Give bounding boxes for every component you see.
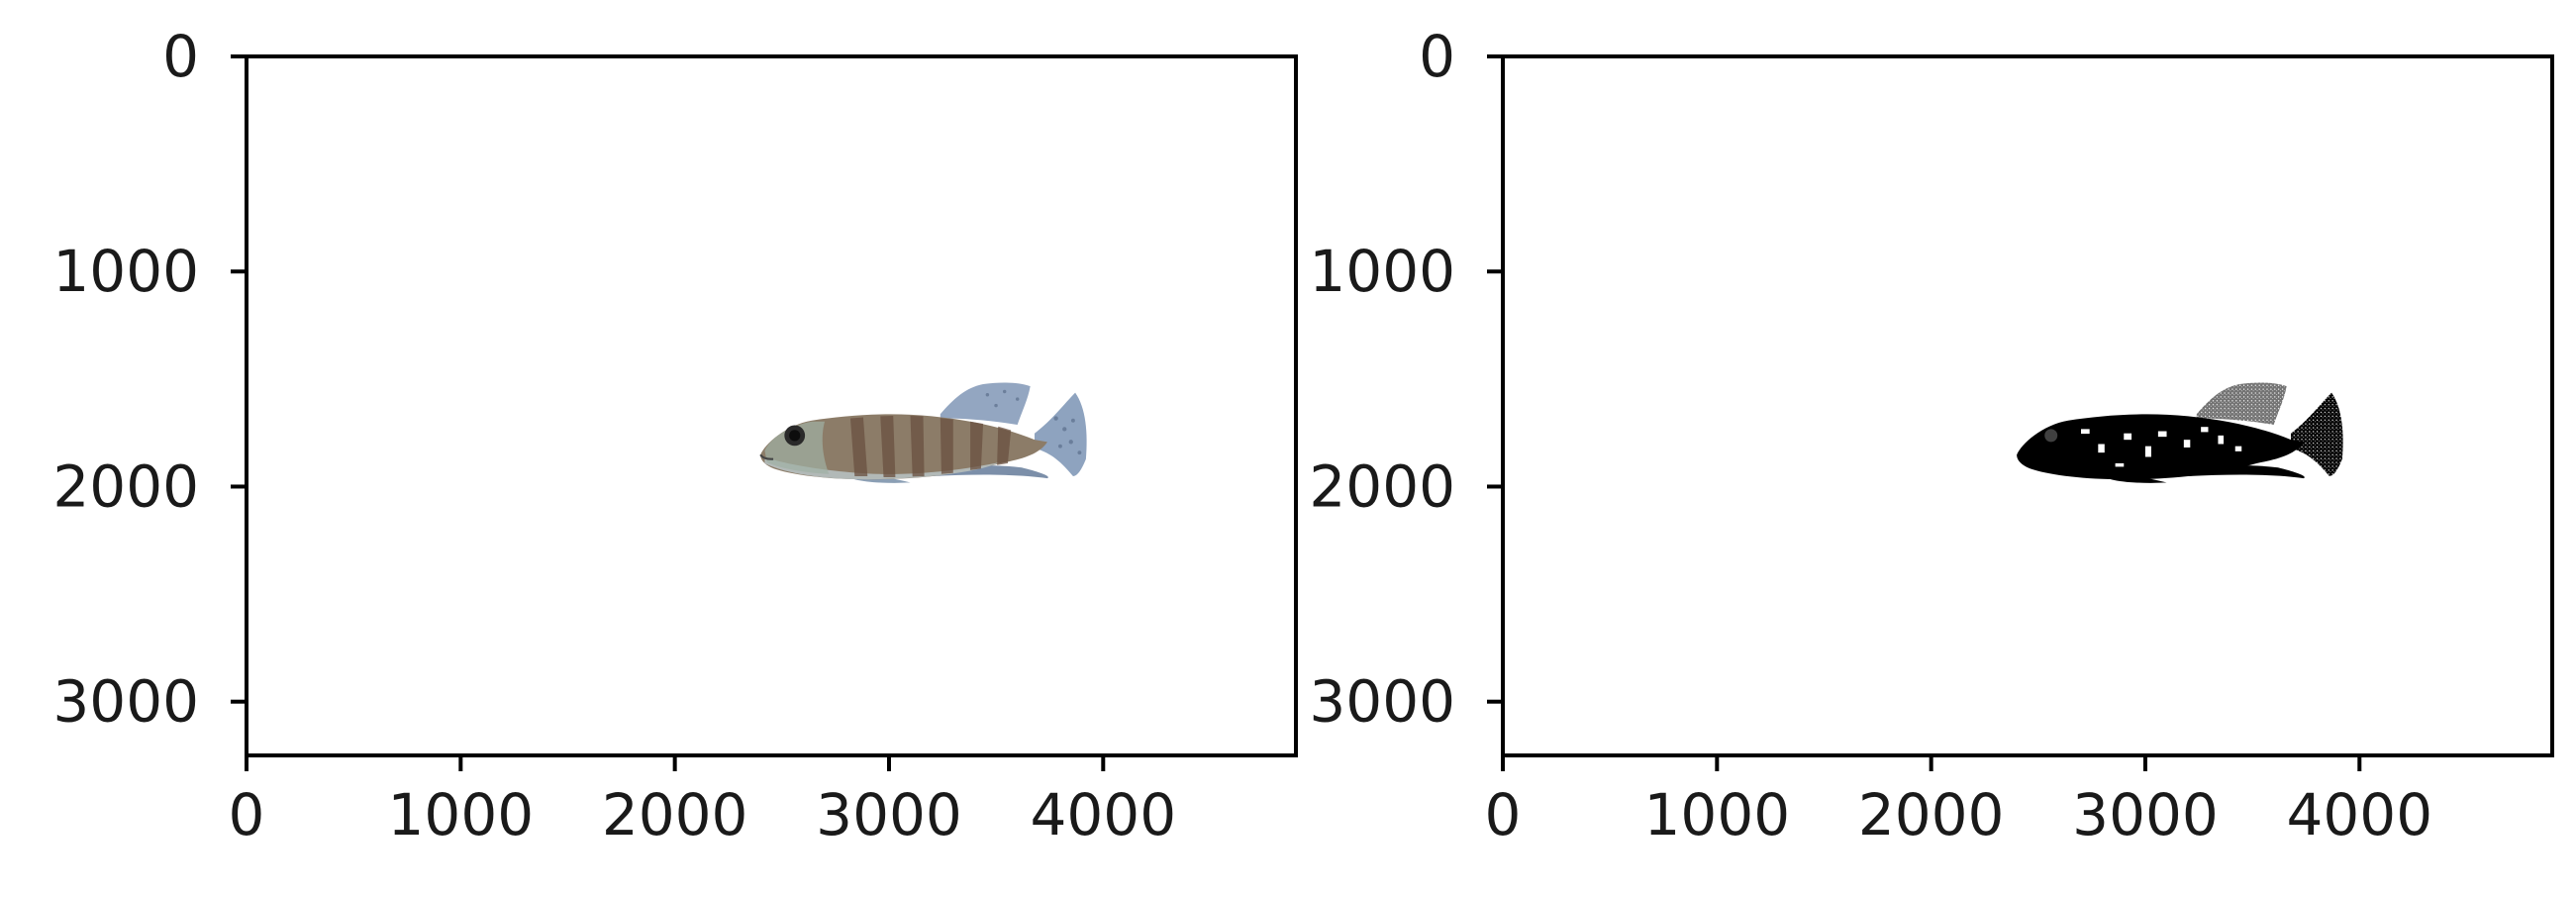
x-tick-label: 1000 <box>388 781 535 848</box>
fish-photo <box>759 382 1087 483</box>
x-tick-label: 2000 <box>1858 781 2005 848</box>
y-tick-label: 3000 <box>1309 668 1455 736</box>
x-tick-label: 0 <box>229 781 265 848</box>
axes-frame-right <box>1501 54 2554 757</box>
x-tick-label: 0 <box>1485 781 1522 848</box>
y-tick-label: 2000 <box>52 452 199 520</box>
axes-ticks-right: 0 1000 2000 3000 4000 0 1000 2000 3000 <box>1309 23 2432 848</box>
y-tick-label: 0 <box>1419 23 1455 90</box>
fish-mask-panel: 0 1000 2000 3000 4000 0 1000 2000 3000 <box>1309 23 2554 848</box>
y-tick-label: 1000 <box>1309 238 1455 305</box>
y-tick-label: 0 <box>162 23 199 90</box>
axes-frame-left <box>245 54 1298 757</box>
x-tick-label: 1000 <box>1644 781 1791 848</box>
fish-mask <box>2017 382 2343 483</box>
x-tick-label: 4000 <box>2287 781 2433 848</box>
x-tick-label: 3000 <box>816 781 962 848</box>
axes-ticks-left: 0 1000 2000 3000 4000 0 1000 2000 3000 <box>52 23 1176 848</box>
y-tick-label: 1000 <box>52 238 199 305</box>
x-tick-label: 2000 <box>602 781 748 848</box>
x-tick-label: 4000 <box>1031 781 1177 848</box>
x-tick-label: 3000 <box>2072 781 2219 848</box>
fish-photo-panel: 0 1000 2000 3000 4000 0 1000 2000 3000 <box>52 23 1298 848</box>
y-tick-label: 3000 <box>52 668 199 736</box>
y-tick-label: 2000 <box>1309 452 1455 520</box>
